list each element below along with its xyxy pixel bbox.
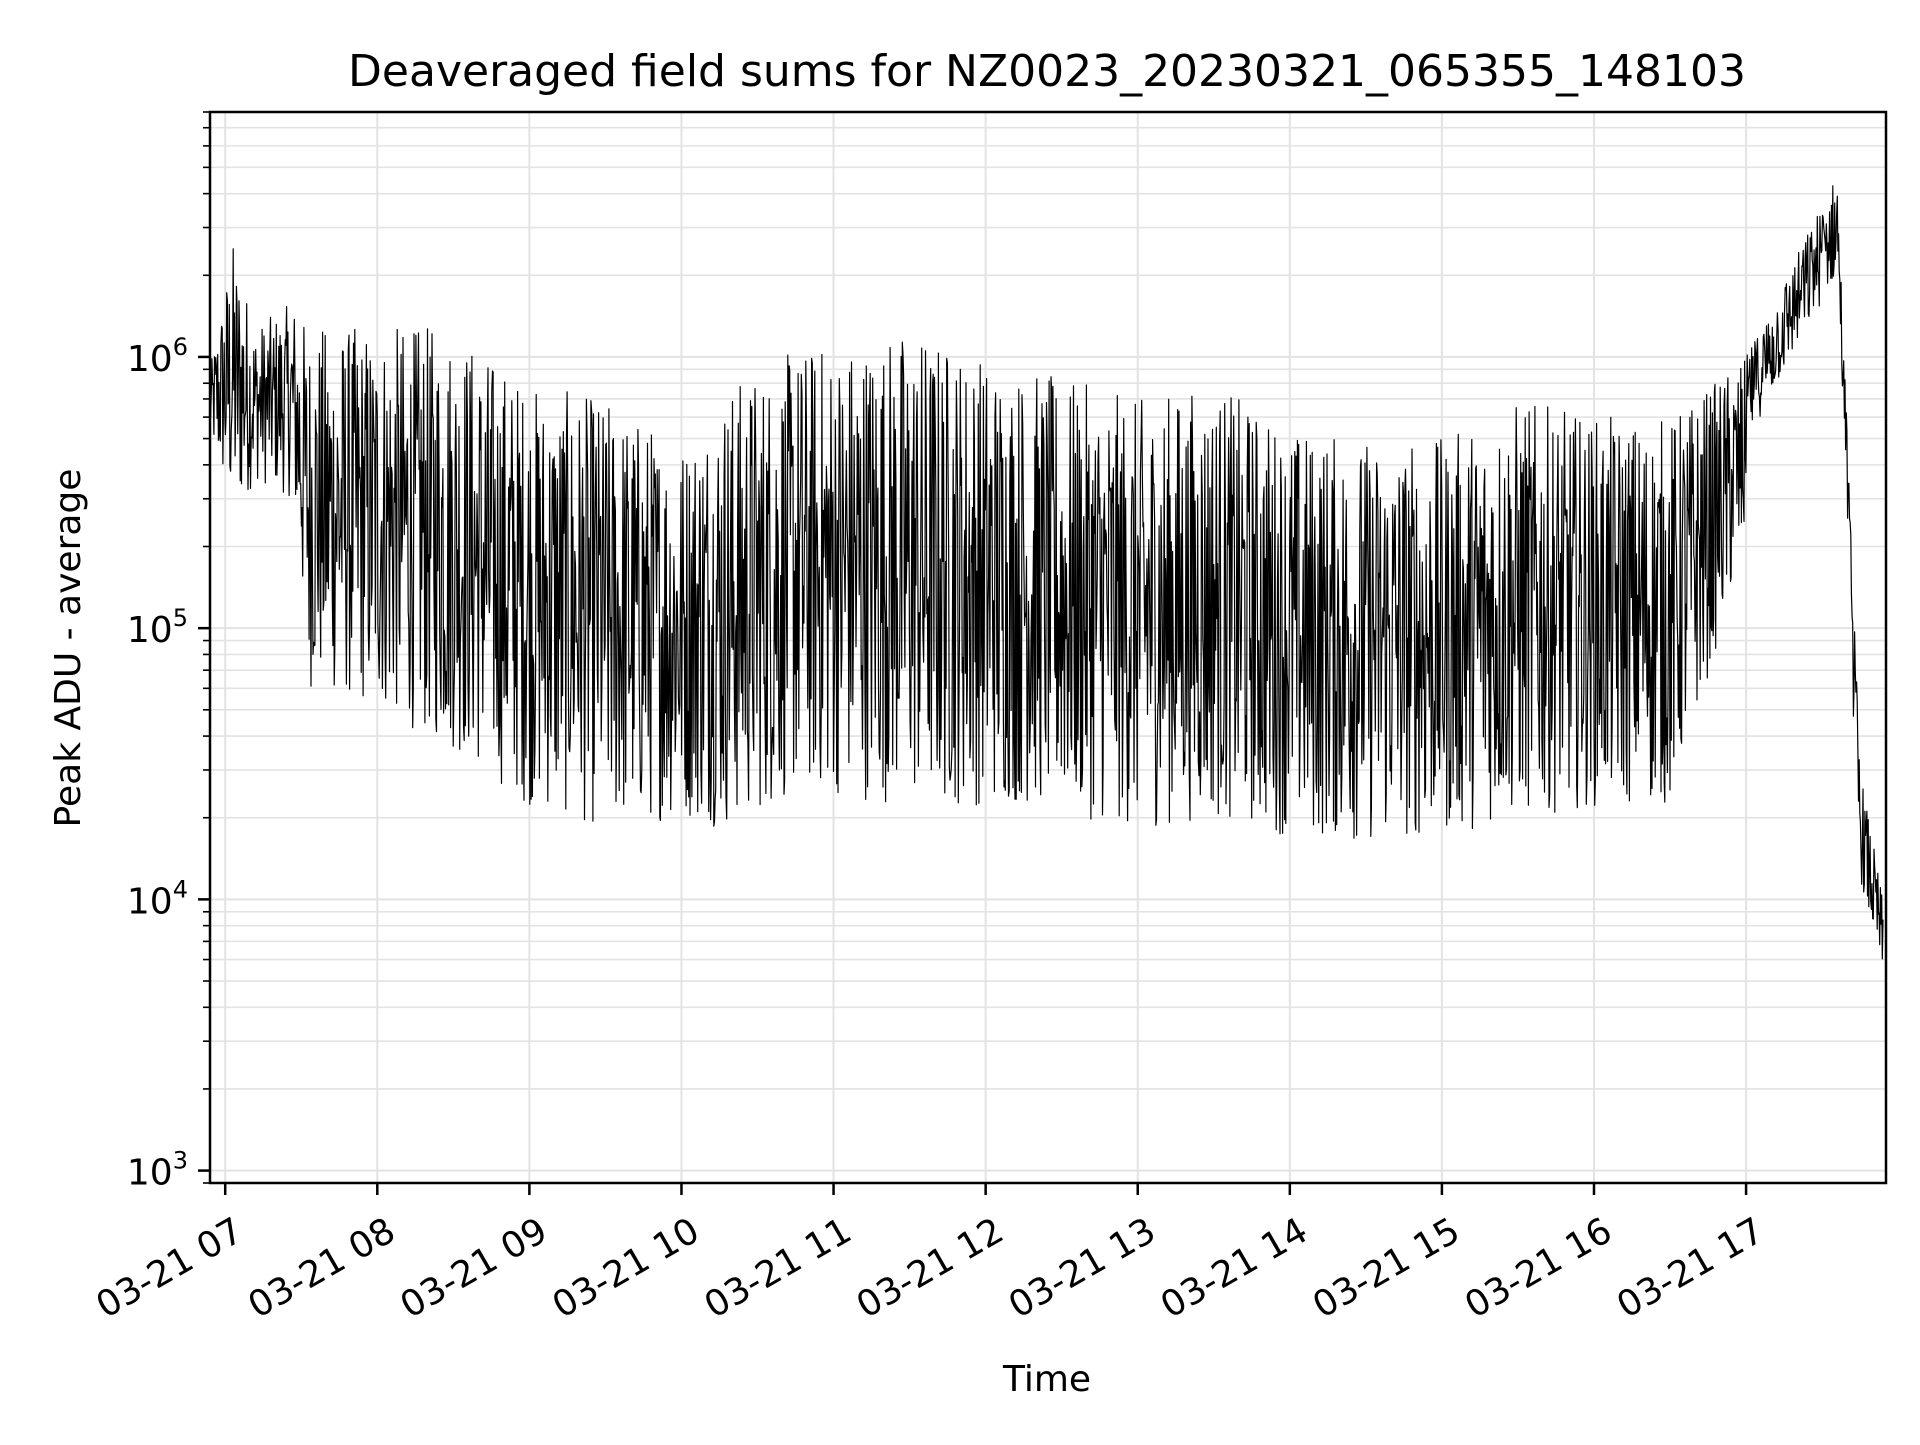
y-tick-label: 105 <box>127 604 188 651</box>
x-tick-label: 03-21 16 <box>1458 1210 1619 1326</box>
x-tick-label: 03-21 15 <box>1306 1210 1467 1326</box>
x-tick-label: 03-21 14 <box>1154 1210 1315 1326</box>
x-tick-label: 03-21 07 <box>89 1210 250 1326</box>
y-axis-label: Peak ADU - average <box>48 469 89 828</box>
x-tick-label: 03-21 11 <box>698 1210 859 1326</box>
series-line <box>209 185 1884 960</box>
y-tick-label: 106 <box>127 333 188 380</box>
x-tick-label: 03-21 17 <box>1610 1210 1771 1326</box>
x-tick-label: 03-21 10 <box>546 1210 707 1326</box>
y-tick-label: 103 <box>127 1147 188 1194</box>
series-line-group <box>209 185 1884 960</box>
x-tick-label: 03-21 09 <box>394 1210 555 1326</box>
plot-frame <box>208 110 1888 1185</box>
x-tick-label: 03-21 08 <box>242 1210 403 1326</box>
y-tick-label: 104 <box>127 875 188 922</box>
chart-title: Deaveraged field sums for NZ0023_2023032… <box>348 46 1746 97</box>
x-tick-label: 03-21 12 <box>850 1210 1011 1326</box>
x-tick-label: 03-21 13 <box>1002 1210 1163 1326</box>
x-axis-label: Time <box>1002 1359 1091 1400</box>
